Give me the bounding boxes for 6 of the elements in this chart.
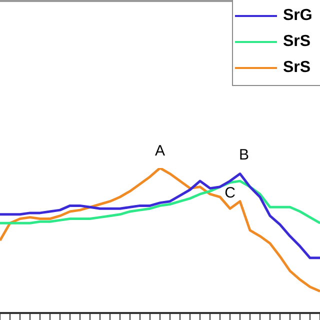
legend-label: SrG [283,7,312,25]
legend-label: SrS [283,59,311,77]
legend-label: SrS [283,33,311,51]
text: A [154,142,166,160]
text: B [238,146,250,164]
annotation: C [224,184,236,202]
